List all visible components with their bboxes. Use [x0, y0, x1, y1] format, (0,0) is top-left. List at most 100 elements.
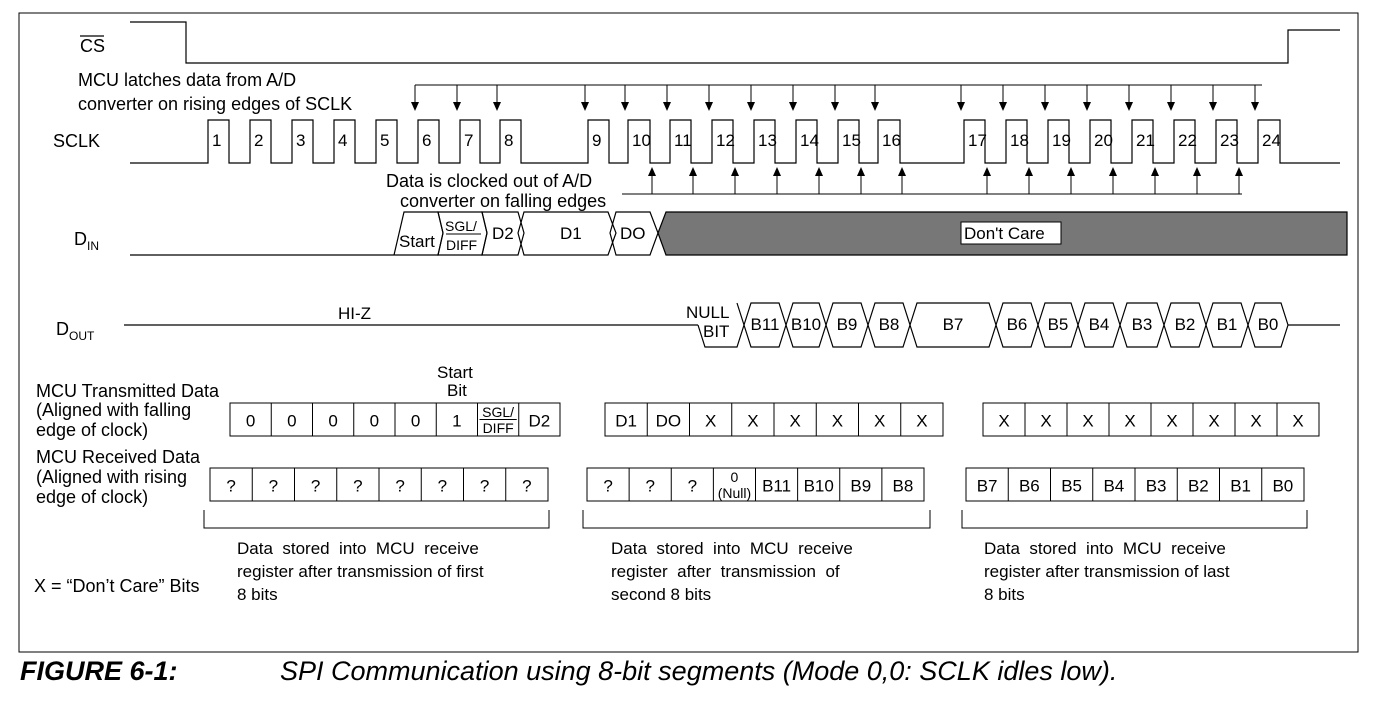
clock-number: 1	[212, 131, 221, 150]
tx-table-2-cell: D1	[615, 412, 637, 431]
cs-waveform	[130, 21, 1340, 64]
note1-line1: Data stored into MCU receive	[237, 539, 479, 558]
sclk-waveform	[130, 119, 1340, 164]
rx-label-line3: edge of clock)	[36, 487, 148, 507]
falling-arrow-head	[857, 167, 865, 176]
tx-table-3-cell: X	[1250, 412, 1261, 431]
rising-arrow-head	[957, 102, 965, 111]
rising-arrow-head	[789, 102, 797, 111]
clock-number: 5	[380, 131, 389, 150]
clock-number: 15	[842, 131, 861, 150]
clock-number: 20	[1094, 131, 1113, 150]
tx-table-1-cell: 0	[246, 412, 255, 431]
clock-numbers: 1 2 3 4 5 6 7 8 9 10 11 12 13 14 15 16 17 18 19 20 21 22 23 24	[212, 131, 1281, 150]
note1-line3: 8 bits	[237, 585, 278, 604]
data-tables: 0 0 0 0 0 1 SGL/DIFF D2 D1 DO X X X X X X X X X X X X X X??????…	[203, 402, 1320, 529]
clock-number: 11	[674, 131, 692, 150]
tx-table-2-cell: X	[916, 412, 927, 431]
receive-bracket	[582, 510, 931, 529]
rx-table-3-cell: B2	[1188, 477, 1209, 496]
din-dont-care-text: Don't Care	[964, 224, 1045, 243]
clock-number: 3	[296, 131, 305, 150]
rising-arrow-head	[1251, 102, 1259, 111]
tx-table-2-cell: X	[789, 412, 800, 431]
note3-line1: Data stored into MCU receive	[984, 539, 1226, 558]
rx-table-3-cell: B7	[977, 477, 998, 496]
dout-bit-label: B6	[1007, 315, 1028, 334]
rx-table-2-cell: B8	[893, 477, 914, 496]
falling-arrow-head	[983, 167, 991, 176]
falling-arrow-head	[1151, 167, 1159, 176]
tx-table-2-cell: X	[874, 412, 885, 431]
falling-arrow-head	[1109, 167, 1117, 176]
clock-number: 21	[1136, 131, 1155, 150]
dout-bit-label: B5	[1048, 315, 1069, 334]
rising-note-line2: converter on rising edges of SCLK	[78, 94, 352, 114]
note3-line3: 8 bits	[984, 585, 1025, 604]
rising-arrow-head	[747, 102, 755, 111]
din-d0-field	[609, 211, 659, 256]
rising-arrow-head	[1209, 102, 1217, 111]
clock-number: 22	[1178, 131, 1197, 150]
rising-arrow-head	[1125, 102, 1133, 111]
rx-table-3-cell: B5	[1061, 477, 1082, 496]
din-diff-text: DIFF	[446, 237, 477, 253]
dout-bit-label: B7	[943, 315, 964, 334]
rising-arrow-head	[1041, 102, 1049, 111]
falling-arrow-head	[689, 167, 697, 176]
rx-table-3-cell: B6	[1019, 477, 1040, 496]
clock-number: 2	[254, 131, 263, 150]
tx-table-1-cell: 0	[287, 412, 296, 431]
din-d1-text: D1	[560, 224, 582, 243]
note2-line1: Data stored into MCU receive	[611, 539, 853, 558]
tx-label-line1: MCU Transmitted Data	[36, 381, 220, 401]
rx-table-2-cell-bottom: (Null)	[718, 485, 751, 501]
rx-table-3-cell: B3	[1146, 477, 1167, 496]
clock-number: 9	[592, 131, 601, 150]
rising-arrow-head	[1083, 102, 1091, 111]
clock-number: 12	[716, 131, 735, 150]
dout-bit-label: B0	[1258, 315, 1279, 334]
dout-bit-label: B4	[1089, 315, 1110, 334]
falling-note-line1: Data is clocked out of A/D	[386, 171, 592, 191]
dout-bit-fields: B11 B10 B9 B8 B7 B6 B5 B4 B3 B2 B1 B0	[743, 302, 1289, 348]
clock-number: 18	[1010, 131, 1029, 150]
tx-table-2-cell: X	[705, 412, 716, 431]
rx-label-line2: (Aligned with rising	[36, 467, 187, 487]
dout-bit-label: B11	[751, 315, 780, 334]
rx-table-2-cell-top: 0	[731, 469, 739, 485]
rising-arrow-head	[705, 102, 713, 111]
rx-table-2-cell: ?	[645, 477, 654, 496]
rising-edge-arrows	[411, 85, 1259, 111]
rising-arrow-head	[453, 102, 461, 111]
din-dont-care-box	[960, 221, 1062, 245]
falling-arrow-head	[648, 167, 656, 176]
start-bit-text2: Bit	[447, 381, 467, 400]
clock-number: 16	[882, 131, 901, 150]
falling-arrow-head	[1193, 167, 1201, 176]
tx-table-3-cell: X	[1208, 412, 1219, 431]
tx-table-1-cell: 0	[411, 412, 420, 431]
din-start-text: Start	[399, 232, 435, 251]
figure-number: FIGURE 6-1:	[20, 656, 178, 686]
tx-label-line2: (Aligned with falling	[36, 400, 191, 420]
rising-arrow-head	[581, 102, 589, 111]
falling-arrow-head	[815, 167, 823, 176]
figure-caption: SPI Communication using 8-bit segments (…	[280, 656, 1118, 686]
falling-arrow-head	[731, 167, 739, 176]
legend-dont-care: X = “Don’t Care” Bits	[34, 576, 200, 596]
tx-table-2-cell: X	[832, 412, 843, 431]
tx-table-1-cell: 0	[370, 412, 379, 431]
start-bit-text1: Start	[437, 363, 473, 382]
tx-table-3-cell: X	[1040, 412, 1051, 431]
rx-table-1-cell: ?	[395, 477, 404, 496]
tx-table-3-cell: X	[1082, 412, 1093, 431]
clock-number: 7	[464, 131, 473, 150]
rising-arrow-head	[411, 102, 419, 111]
rx-table-2-cell: B10	[804, 477, 834, 496]
clock-number: 24	[1262, 131, 1281, 150]
falling-arrow-head	[1235, 167, 1243, 176]
rx-table-1-cell: ?	[438, 477, 447, 496]
din-label: DIN	[74, 229, 99, 253]
